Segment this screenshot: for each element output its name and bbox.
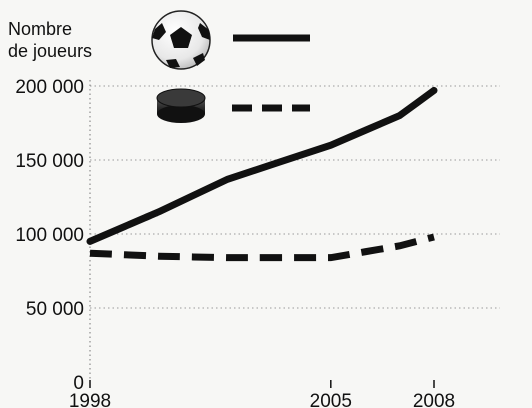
hockey-puck-icon: [156, 88, 206, 123]
x-tick-label: 2008: [413, 391, 455, 408]
y-axis-title: Nombre de joueurs: [8, 18, 92, 62]
x-tick-label: 1998: [69, 391, 111, 408]
axis-layer: 0 50 000 100 000 150 000 200 000 1998 2005 2008: [15, 77, 455, 408]
y-tick-label: 200 000: [15, 77, 84, 98]
y-tick-label: 50 000: [26, 299, 84, 320]
soccer-ball-icon: [151, 10, 211, 70]
x-tick-label: 2005: [310, 391, 352, 408]
y-tick-label: 100 000: [15, 225, 84, 246]
y-tick-label: 150 000: [15, 151, 84, 172]
legend: [151, 10, 310, 123]
y-axis-title-line-2: de joueurs: [8, 41, 93, 61]
series-layer: [86, 86, 438, 262]
y-axis-title-line-1: Nombre: [8, 19, 73, 39]
y-tick-label: 0: [73, 373, 84, 394]
grid-layer: [90, 85, 500, 309]
series-line-1: [86, 86, 438, 245]
series-line-2: [89, 233, 435, 262]
